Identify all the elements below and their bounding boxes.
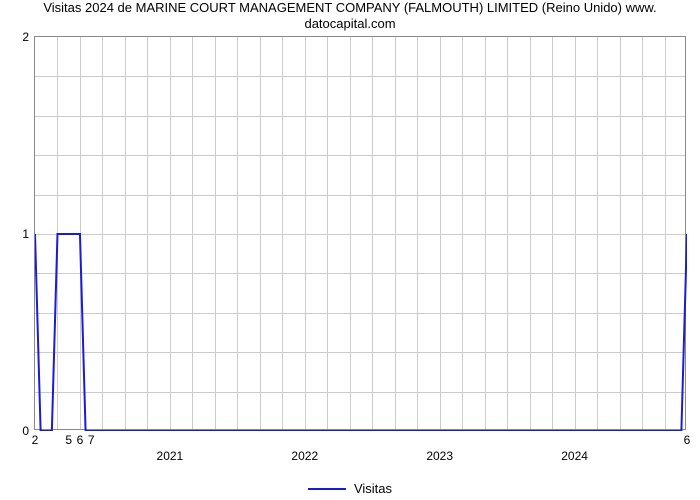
legend: Visitas	[308, 481, 392, 496]
x-tick-label: 5	[65, 433, 72, 447]
x-year-label: 2024	[561, 449, 588, 463]
legend-label: Visitas	[354, 481, 392, 496]
chart-title: Visitas 2024 de MARINE COURT MANAGEMENT …	[0, 0, 700, 33]
x-tick-label: 6	[684, 433, 691, 447]
y-tick-label: 2	[22, 30, 29, 44]
series-line	[35, 37, 687, 431]
visits-line-chart: Visitas 2024 de MARINE COURT MANAGEMENT …	[0, 0, 700, 500]
legend-line-swatch	[308, 488, 346, 490]
plot-area: 012256762021202220232024	[34, 36, 686, 430]
y-tick-label: 0	[22, 424, 29, 438]
x-tick-label: 7	[88, 433, 95, 447]
x-year-label: 2023	[426, 449, 453, 463]
x-year-label: 2021	[157, 449, 184, 463]
x-year-label: 2022	[291, 449, 318, 463]
chart-title-line1: Visitas 2024 de MARINE COURT MANAGEMENT …	[0, 0, 700, 16]
y-tick-label: 1	[22, 227, 29, 241]
chart-title-line2: datocapital.com	[0, 16, 700, 32]
x-tick-label: 6	[77, 433, 84, 447]
x-tick-label: 2	[32, 433, 39, 447]
